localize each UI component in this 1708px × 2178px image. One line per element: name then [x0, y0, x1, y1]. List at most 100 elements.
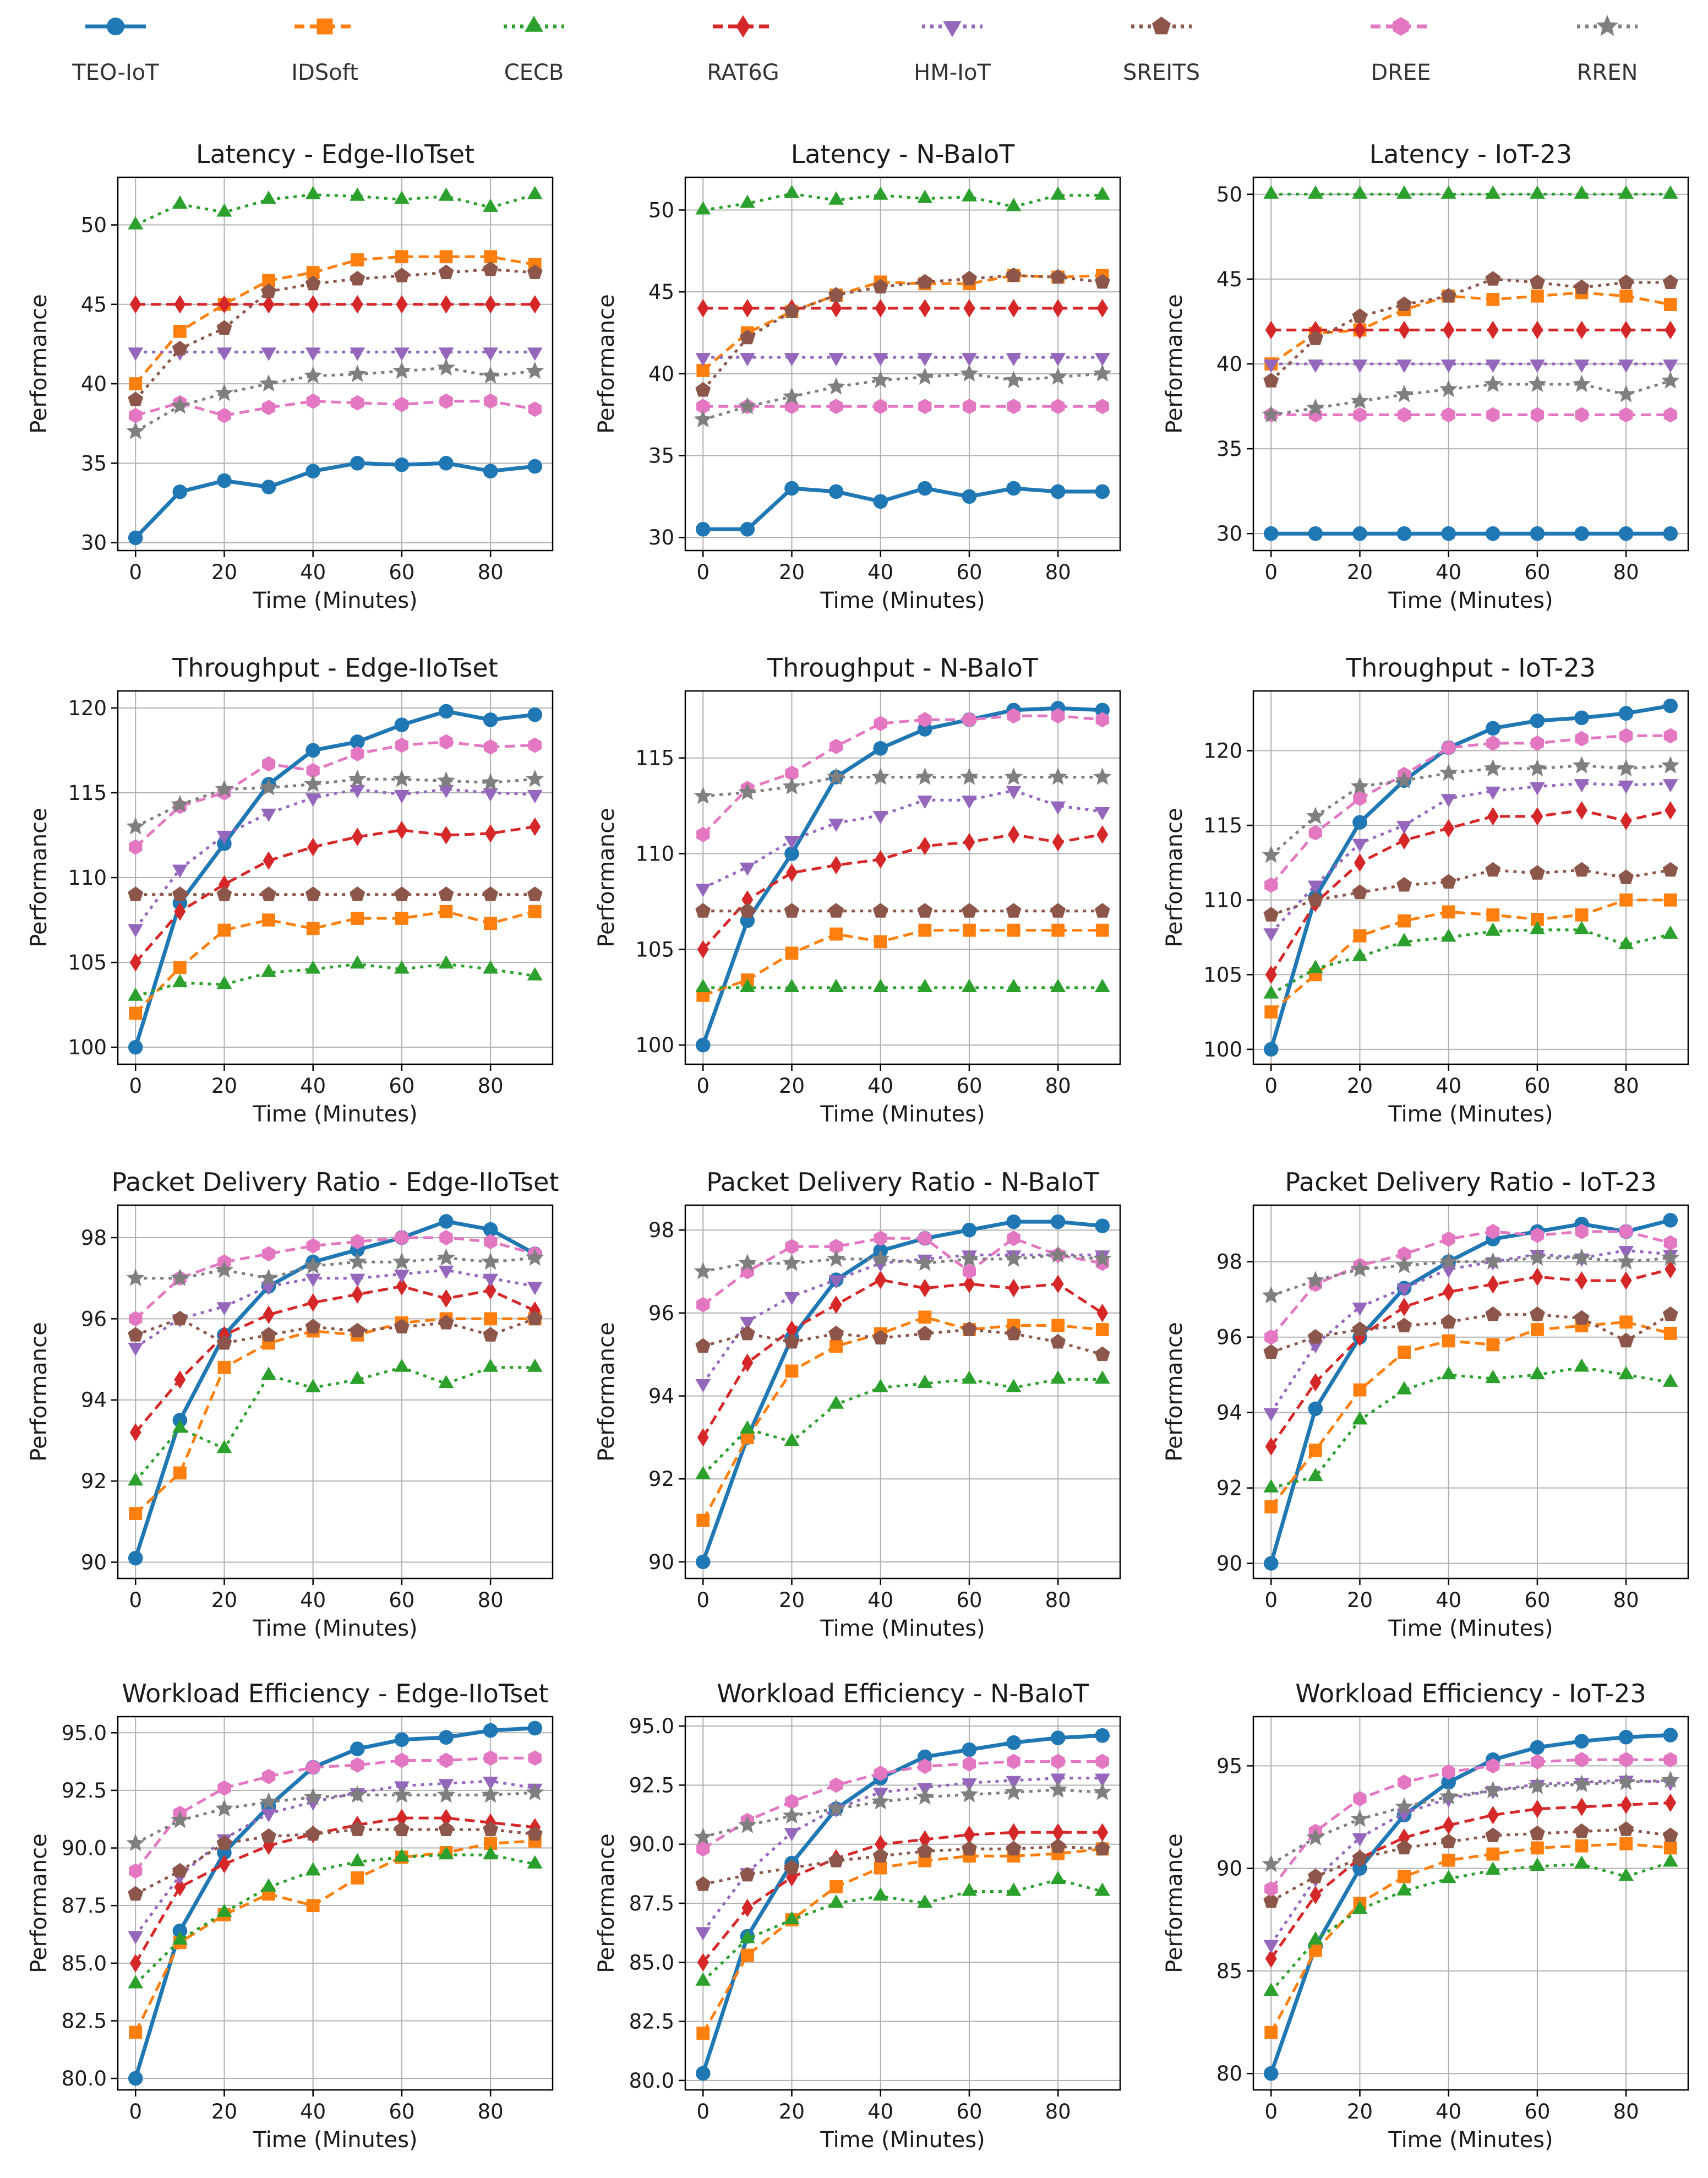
data-point-teo-iot: [1050, 484, 1066, 499]
data-point-sreits: [961, 1321, 977, 1336]
data-point-dree: [918, 1230, 932, 1246]
data-point-dree: [262, 756, 276, 772]
data-point-rren: [1306, 398, 1325, 416]
data-point-cecb: [784, 978, 800, 992]
data-point-idsoft: [484, 917, 498, 930]
data-point-dree: [351, 1234, 364, 1250]
series-line-dree: [1270, 1758, 1671, 1890]
data-point-cecb: [1662, 925, 1678, 939]
data-point-rat6g: [1354, 853, 1366, 872]
data-point-dree: [1575, 1223, 1589, 1239]
data-point-dree: [395, 396, 408, 412]
data-point-cecb: [1050, 1871, 1066, 1885]
data-point-teo-iot: [439, 1214, 454, 1229]
data-point-sreits: [1440, 1833, 1456, 1849]
data-point-cecb: [305, 1379, 321, 1392]
data-point-sreits: [961, 903, 977, 918]
data-point-rat6g: [351, 295, 363, 314]
y-tick-label: 82.5: [629, 2010, 674, 2034]
data-point-sreits: [1485, 1306, 1501, 1321]
data-point-rren: [960, 1249, 979, 1267]
x-tick-label: 80: [478, 560, 504, 584]
data-point-idsoft: [129, 1507, 143, 1520]
data-point-teo-iot: [1618, 1729, 1634, 1745]
y-axis-label: Performance: [594, 1833, 619, 1973]
data-point-rren: [171, 795, 189, 813]
data-point-dree: [1095, 1754, 1109, 1769]
data-point-rren: [171, 1268, 189, 1286]
data-point-hm-iot: [1440, 1265, 1456, 1278]
data-point-rat6g: [1487, 320, 1499, 340]
data-point-cecb: [872, 1887, 888, 1901]
data-point-teo-iot: [918, 722, 932, 737]
data-point-sreits: [1094, 1346, 1110, 1362]
data-point-teo-iot: [1618, 706, 1634, 721]
data-point-dree: [528, 401, 542, 417]
data-point-rat6g: [1309, 320, 1322, 340]
data-point-rren: [392, 361, 411, 379]
chart-panel-workload-efficiency-n-baiot: 0 20 40 60 80 80.0 82.5 85.0 87.5 90.0 92.5 95.0 Wor…: [594, 1679, 1121, 2153]
y-tick-label: 95: [1216, 1754, 1242, 1778]
data-point-rat6g: [1443, 320, 1455, 340]
data-point-dree: [129, 839, 143, 855]
y-axis-label: Performance: [594, 1322, 619, 1461]
data-point-cecb: [1263, 1479, 1279, 1493]
data-point-sreits: [1307, 1329, 1323, 1344]
data-point-sreits: [1440, 1314, 1456, 1329]
data-point-rat6g: [484, 824, 496, 843]
y-tick-label: 40: [1216, 352, 1242, 376]
data-point-teo-iot: [784, 846, 799, 861]
x-tick-label: 60: [389, 560, 414, 584]
data-point-idsoft: [1442, 1853, 1455, 1867]
data-point-rat6g: [440, 295, 452, 314]
data-point-teo-iot: [350, 1741, 365, 1756]
data-point-sreits: [1485, 271, 1501, 286]
data-point-sreits: [216, 886, 232, 901]
data-point-idsoft: [484, 250, 498, 264]
data-point-cecb: [350, 955, 365, 969]
data-point-rren: [259, 1792, 278, 1810]
data-point-hm-iot: [305, 347, 321, 361]
series-line-rat6g: [134, 1816, 536, 1964]
data-point-hm-iot: [483, 1777, 499, 1790]
chart-panel-workload-efficiency-iot-23: 0 20 40 60 80 80 85 90 95 Workload Efficiency - I…: [1162, 1679, 1689, 2153]
x-tick-label: 80: [478, 1074, 504, 1098]
data-point-teo-iot: [350, 734, 365, 749]
legend-item-teo-iot: TEO-IoT: [72, 17, 159, 85]
data-point-teo-iot: [1486, 721, 1500, 736]
data-point-rren: [738, 782, 757, 801]
data-point-cecb: [1094, 1370, 1110, 1384]
data-point-dree: [1442, 407, 1455, 423]
data-point-hm-iot: [1396, 821, 1412, 835]
data-point-hm-iot: [1263, 1940, 1279, 1953]
data-point-cecb: [261, 963, 276, 977]
series-line-hm-iot: [1270, 1249, 1671, 1414]
x-tick-label: 40: [867, 1588, 893, 1612]
data-point-idsoft: [1398, 914, 1411, 928]
data-point-cecb: [828, 1395, 844, 1409]
data-point-rat6g: [529, 817, 541, 836]
data-point-cecb: [438, 1375, 454, 1389]
data-point-sreits: [1307, 330, 1323, 345]
data-point-teo-iot: [1352, 1861, 1367, 1876]
data-point-cecb: [1440, 1366, 1456, 1380]
x-tick-label: 60: [956, 2100, 982, 2123]
x-tick-label: 40: [867, 2100, 893, 2123]
data-point-sreits: [1485, 862, 1501, 877]
data-point-sreits: [1529, 1825, 1545, 1841]
data-point-sreits: [305, 275, 321, 291]
y-tick-label: 40: [81, 372, 107, 396]
data-point-sreits: [1006, 1841, 1022, 1856]
data-point-idsoft: [830, 1340, 843, 1353]
data-point-cecb: [1352, 185, 1368, 199]
data-point-cecb: [1396, 185, 1412, 199]
data-point-dree: [439, 393, 453, 409]
data-point-teo-iot: [261, 480, 276, 494]
data-point-hm-iot: [1050, 1773, 1066, 1787]
data-point-sreits: [216, 1335, 232, 1350]
data-point-rat6g: [263, 1305, 275, 1324]
series-line-cecb: [135, 193, 536, 226]
data-point-rat6g: [1052, 299, 1064, 318]
y-tick-label: 45: [81, 293, 107, 317]
data-point-teo-iot: [439, 456, 454, 471]
